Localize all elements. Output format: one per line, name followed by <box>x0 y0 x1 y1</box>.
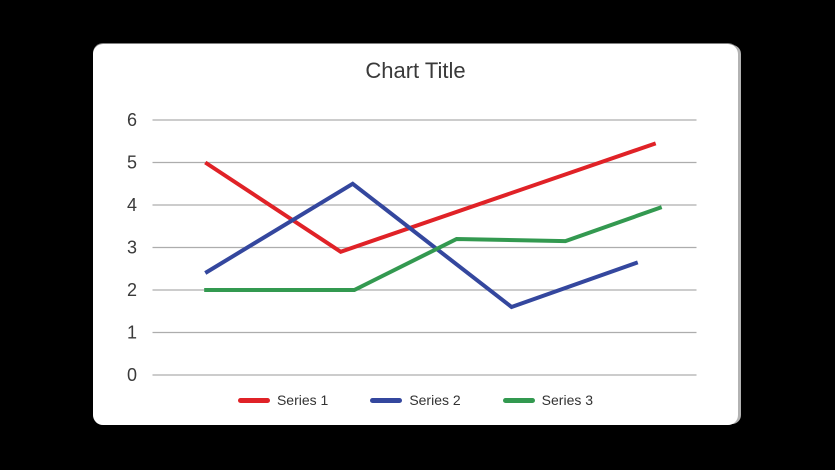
y-axis-tick-label-1: 1 <box>127 323 137 343</box>
legend-swatch-series-2 <box>370 397 403 403</box>
y-axis-tick-label-3: 3 <box>127 238 137 258</box>
y-axis-tick-label-5: 5 <box>127 153 137 173</box>
legend-label-series-3: Series 3 <box>541 392 594 408</box>
legend-item-series-1: Series 1 <box>237 392 329 408</box>
series-line-1 <box>204 141 657 254</box>
chart-legend: Series 1 Series 2 Series 3 <box>93 390 738 410</box>
legend-item-series-2: Series 2 <box>370 392 461 408</box>
legend-swatch-series-3 <box>502 397 535 403</box>
legend-label-series-1: Series 1 <box>276 392 329 408</box>
chart-title: Chart Title <box>365 58 466 83</box>
line-chart-plot-area: 0 1 2 3 4 5 6 <box>127 110 697 385</box>
legend-item-series-3: Series 3 <box>502 392 594 408</box>
series-line-2 <box>204 181 639 310</box>
y-axis-tick-label-6: 6 <box>127 110 137 130</box>
y-axis-tick-label-2: 2 <box>127 280 137 300</box>
series-line-3 <box>204 205 663 292</box>
y-axis-tick-label-4: 4 <box>127 195 137 215</box>
chart-card: Chart Title 0 1 2 3 4 5 6 Series 1 Series 2 Se… <box>93 44 738 425</box>
y-axis-tick-label-0: 0 <box>127 365 137 385</box>
legend-swatch-series-1 <box>237 397 270 403</box>
legend-label-series-2: Series 2 <box>409 392 461 408</box>
